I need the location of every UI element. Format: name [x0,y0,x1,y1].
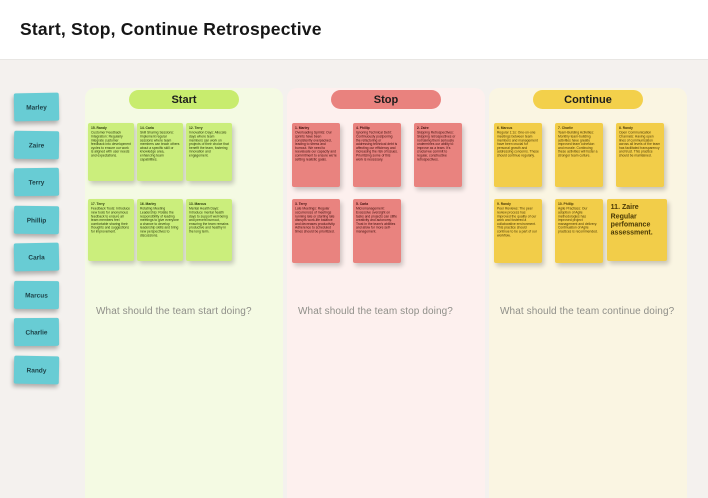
note-author: 16. Marley [139,202,157,206]
section-question[interactable]: What should the team continue doing? [500,306,675,317]
stop-section-pill[interactable]: Stop [331,90,441,109]
sticky-note[interactable]: 8. Randy Open Communication Channels: Hav… [616,123,664,187]
note-text: Regular 1:1s: One-on-one meetings betwee… [496,130,539,158]
participant-name: Carla [28,253,45,261]
note-text: Customer Feedback Integration: Regularly… [90,130,131,158]
continue-section-pill[interactable]: Continue [533,90,643,109]
participant-tag-marcus[interactable]: Marcus [13,280,60,309]
start-section: Start 15. Randy Customer Feedback Integra… [85,88,283,498]
continue-section: Continue 6. Marcus Regular 1:1s: One-on-o… [489,88,687,498]
page-title: Start, Stop, Continue Retrospective [20,19,322,39]
note-author: 11. Zaire [610,202,639,211]
note-text: Late Meetings: Regular occurrences of me… [294,206,336,234]
participant-tag-terry[interactable]: Terry [13,167,60,197]
sticky-note[interactable]: 12. Terry Innovation Days: Allocate days … [186,123,232,181]
note-text: Micromanagement: Excessive oversight on … [355,206,397,234]
participant-name: Charlie [25,328,48,336]
note-text: Skipping Retrospectives: Skipping retros… [416,130,456,162]
note-text: Innovation Days: Allocate days where tea… [188,130,229,158]
note-author: 4. Phillip [355,126,370,130]
participant-name: Randy [26,365,47,374]
note-text: Peer Reviews: The peer review process ha… [496,206,537,238]
note-text: Overloading Sprints: Our sprints have be… [294,130,337,162]
participant-name: Terry [28,178,45,186]
note-author: 17. Terry [90,202,105,206]
sticky-note[interactable]: 5. Carla Micromanagement: Excessive overs… [353,199,401,263]
participant-tag-charlie[interactable]: Charlie [13,317,60,347]
note-text: Regular perfomance assessment. [610,212,653,236]
note-author: 12. Terry [188,126,203,130]
sticky-note[interactable]: 13. Marcus Mental Health Days: Introduce … [186,199,232,261]
participant-tag-randy[interactable]: Randy [13,355,60,384]
note-author: 3. Terry [294,202,307,206]
sticky-note[interactable]: 2. Zaire Skipping Retrospectives: Skippin… [414,123,462,187]
note-author: 2. Zaire [416,126,429,130]
sticky-note[interactable]: 6. Marcus Regular 1:1s: One-on-one meetin… [494,123,542,187]
sticky-note[interactable]: 3. Terry Late Meetings: Regular occurrenc… [292,199,340,263]
sticky-note[interactable]: 9. Randy Peer Reviews: The peer review pr… [494,199,542,263]
note-author: 8. Randy [619,126,633,130]
participant-name: Marcus [25,290,48,299]
participant-name: Marley [26,103,47,111]
sticky-note[interactable]: 17. Terry Feedback Tools: Introduce new t… [88,199,134,261]
note-author: 5. Carla [355,202,369,206]
sticky-note[interactable]: 10. Phillip Agile Practices: Our adoption… [555,199,603,263]
note-author: 1. Marley [294,126,310,130]
participant-name: Phillip [26,215,47,224]
section-question[interactable]: What should the team stop doing? [298,306,453,317]
start-section-pill[interactable]: Start [129,90,239,109]
sticky-note[interactable]: 16. Marley Rotating Meeting Leadership: R… [137,199,183,261]
participants-sidebar: Marley Zaire Terry Phillip Carla Marcus … [13,92,60,384]
note-text: Team-Building Activities: Monthly team-b… [558,130,598,158]
note-author: 6. Marcus [496,126,513,130]
note-text: Open Communication Channels: Having open… [619,130,661,158]
stop-section: Stop 1. Marley Overloading Sprints: Our s… [287,88,485,498]
board: Marley Zaire Terry Phillip Carla Marcus … [0,61,708,498]
sticky-note[interactable]: 1. Marley Overloading Sprints: Our sprint… [292,123,340,187]
participant-name: Zaire [28,140,45,149]
note-author: 14. Carla [139,126,154,130]
note-text: Ignoring Technical Debt: Continuously po… [355,130,398,162]
section-question[interactable]: What should the team start doing? [96,306,252,317]
note-author: 7. Charlie [558,126,574,130]
participant-tag-carla[interactable]: Carla [13,242,60,272]
sticky-note[interactable]: 15. Randy Customer Feedback Integration: … [88,123,134,181]
note-text: Skill Sharing Sessions: Implement regula… [139,130,180,162]
sticky-note[interactable]: 11. Zaire Regular perfomance assessment. [607,199,667,261]
sticky-note[interactable]: 14. Carla Skill Sharing Sessions: Impleme… [137,123,183,181]
participant-tag-zaire[interactable]: Zaire [13,130,60,159]
page-header: Start, Stop, Continue Retrospective [0,0,708,60]
note-text: Agile Practices: Our adoption of Agile m… [558,206,598,234]
note-text: Feedback Tools: Introduce new tools for … [90,206,131,234]
note-author: 9. Randy [496,202,511,206]
note-author: 10. Phillip [558,202,574,206]
participant-tag-phillip[interactable]: Phillip [13,205,60,234]
note-text: Mental Health Days: Introduce mental hea… [188,206,229,234]
participant-tag-marley[interactable]: Marley [13,92,60,122]
sticky-note[interactable]: 4. Phillip Ignoring Technical Debt: Conti… [353,123,401,187]
note-text: Rotating Meeting Leadership: Rotate the … [139,206,179,238]
note-author: 13. Marcus [188,202,207,206]
sticky-note[interactable]: 7. Charlie Team-Building Activities: Mont… [555,123,603,187]
note-author: 15. Randy [90,126,107,130]
